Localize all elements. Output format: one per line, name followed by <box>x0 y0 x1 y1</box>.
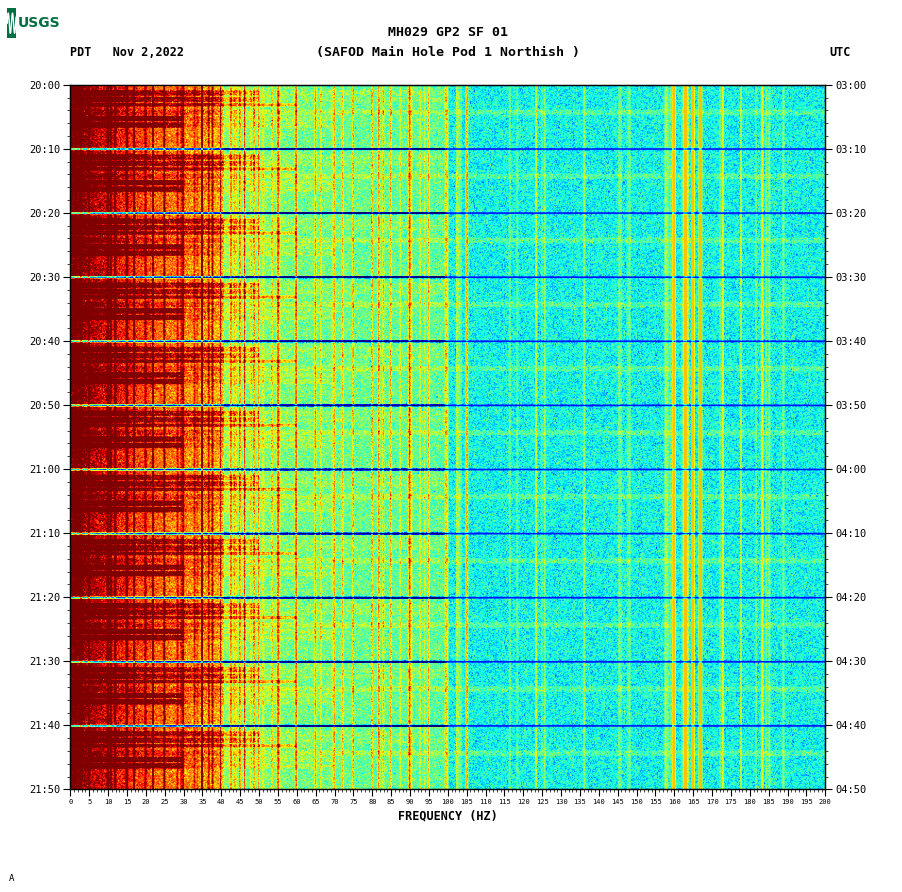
Text: PDT   Nov 2,2022: PDT Nov 2,2022 <box>70 46 184 59</box>
Text: MH029 GP2 SF 01: MH029 GP2 SF 01 <box>388 26 508 38</box>
FancyBboxPatch shape <box>7 8 16 38</box>
Text: UTC: UTC <box>830 46 851 59</box>
Text: USGS: USGS <box>18 16 60 30</box>
X-axis label: FREQUENCY (HZ): FREQUENCY (HZ) <box>398 809 498 822</box>
Text: (SAFOD Main Hole Pod 1 Northish ): (SAFOD Main Hole Pod 1 Northish ) <box>316 46 580 59</box>
Text: A: A <box>9 874 14 883</box>
